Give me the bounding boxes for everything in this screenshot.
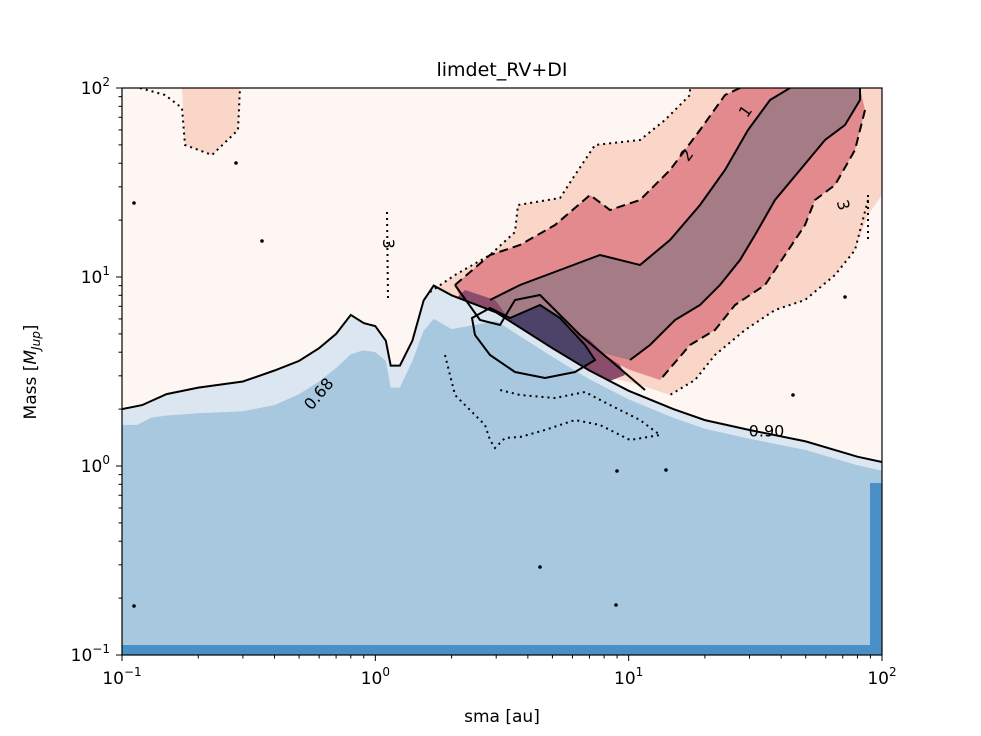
axes-frame — [121, 87, 883, 656]
sigma-level-label: 3 — [833, 198, 854, 213]
contour-line-sigma-3-spike — [386, 211, 389, 301]
contour-line-sigma-3-topleft — [139, 88, 241, 157]
contour-line-core — [470, 303, 597, 380]
x-axis-label: sma [au] — [464, 707, 540, 727]
y-tick-label: 100 — [81, 453, 110, 477]
y-axis-ticks: 10−1 100 101 102 — [71, 75, 122, 666]
contour-line-sigma-3 — [429, 88, 869, 396]
y-tick-label: 102 — [81, 75, 110, 99]
dark-bottom-band — [122, 645, 882, 655]
dark-right-band — [870, 483, 882, 655]
detection-limit-label: 0.90 — [749, 422, 785, 441]
chart-title: limdet_RV+DI — [436, 59, 567, 81]
x-tick-label: 100 — [361, 665, 390, 689]
x-tick-label: 10−1 — [102, 665, 141, 689]
stray-contour-dots — [132, 161, 847, 608]
detection-limit-68-area — [122, 318, 882, 655]
contour-line-sigma-1 — [489, 88, 861, 361]
contour-line-sigma-2 — [454, 88, 866, 381]
sigma-level-label: 3 — [379, 239, 398, 249]
x-axis-ticks: 10−1 100 101 102 — [102, 655, 897, 689]
x-tick-label: 102 — [867, 665, 896, 689]
contour-line-0-90 — [122, 284, 882, 463]
x-tick-label: 101 — [614, 665, 643, 689]
y-axis-label: Mass [MJup] — [21, 325, 43, 420]
y-tick-label: 10−1 — [71, 642, 110, 666]
sigma-1-region — [490, 88, 860, 360]
contour-line-mid — [454, 284, 646, 391]
y-tick-label: 101 — [81, 264, 110, 288]
sigma-3-region-topleft — [182, 88, 240, 155]
